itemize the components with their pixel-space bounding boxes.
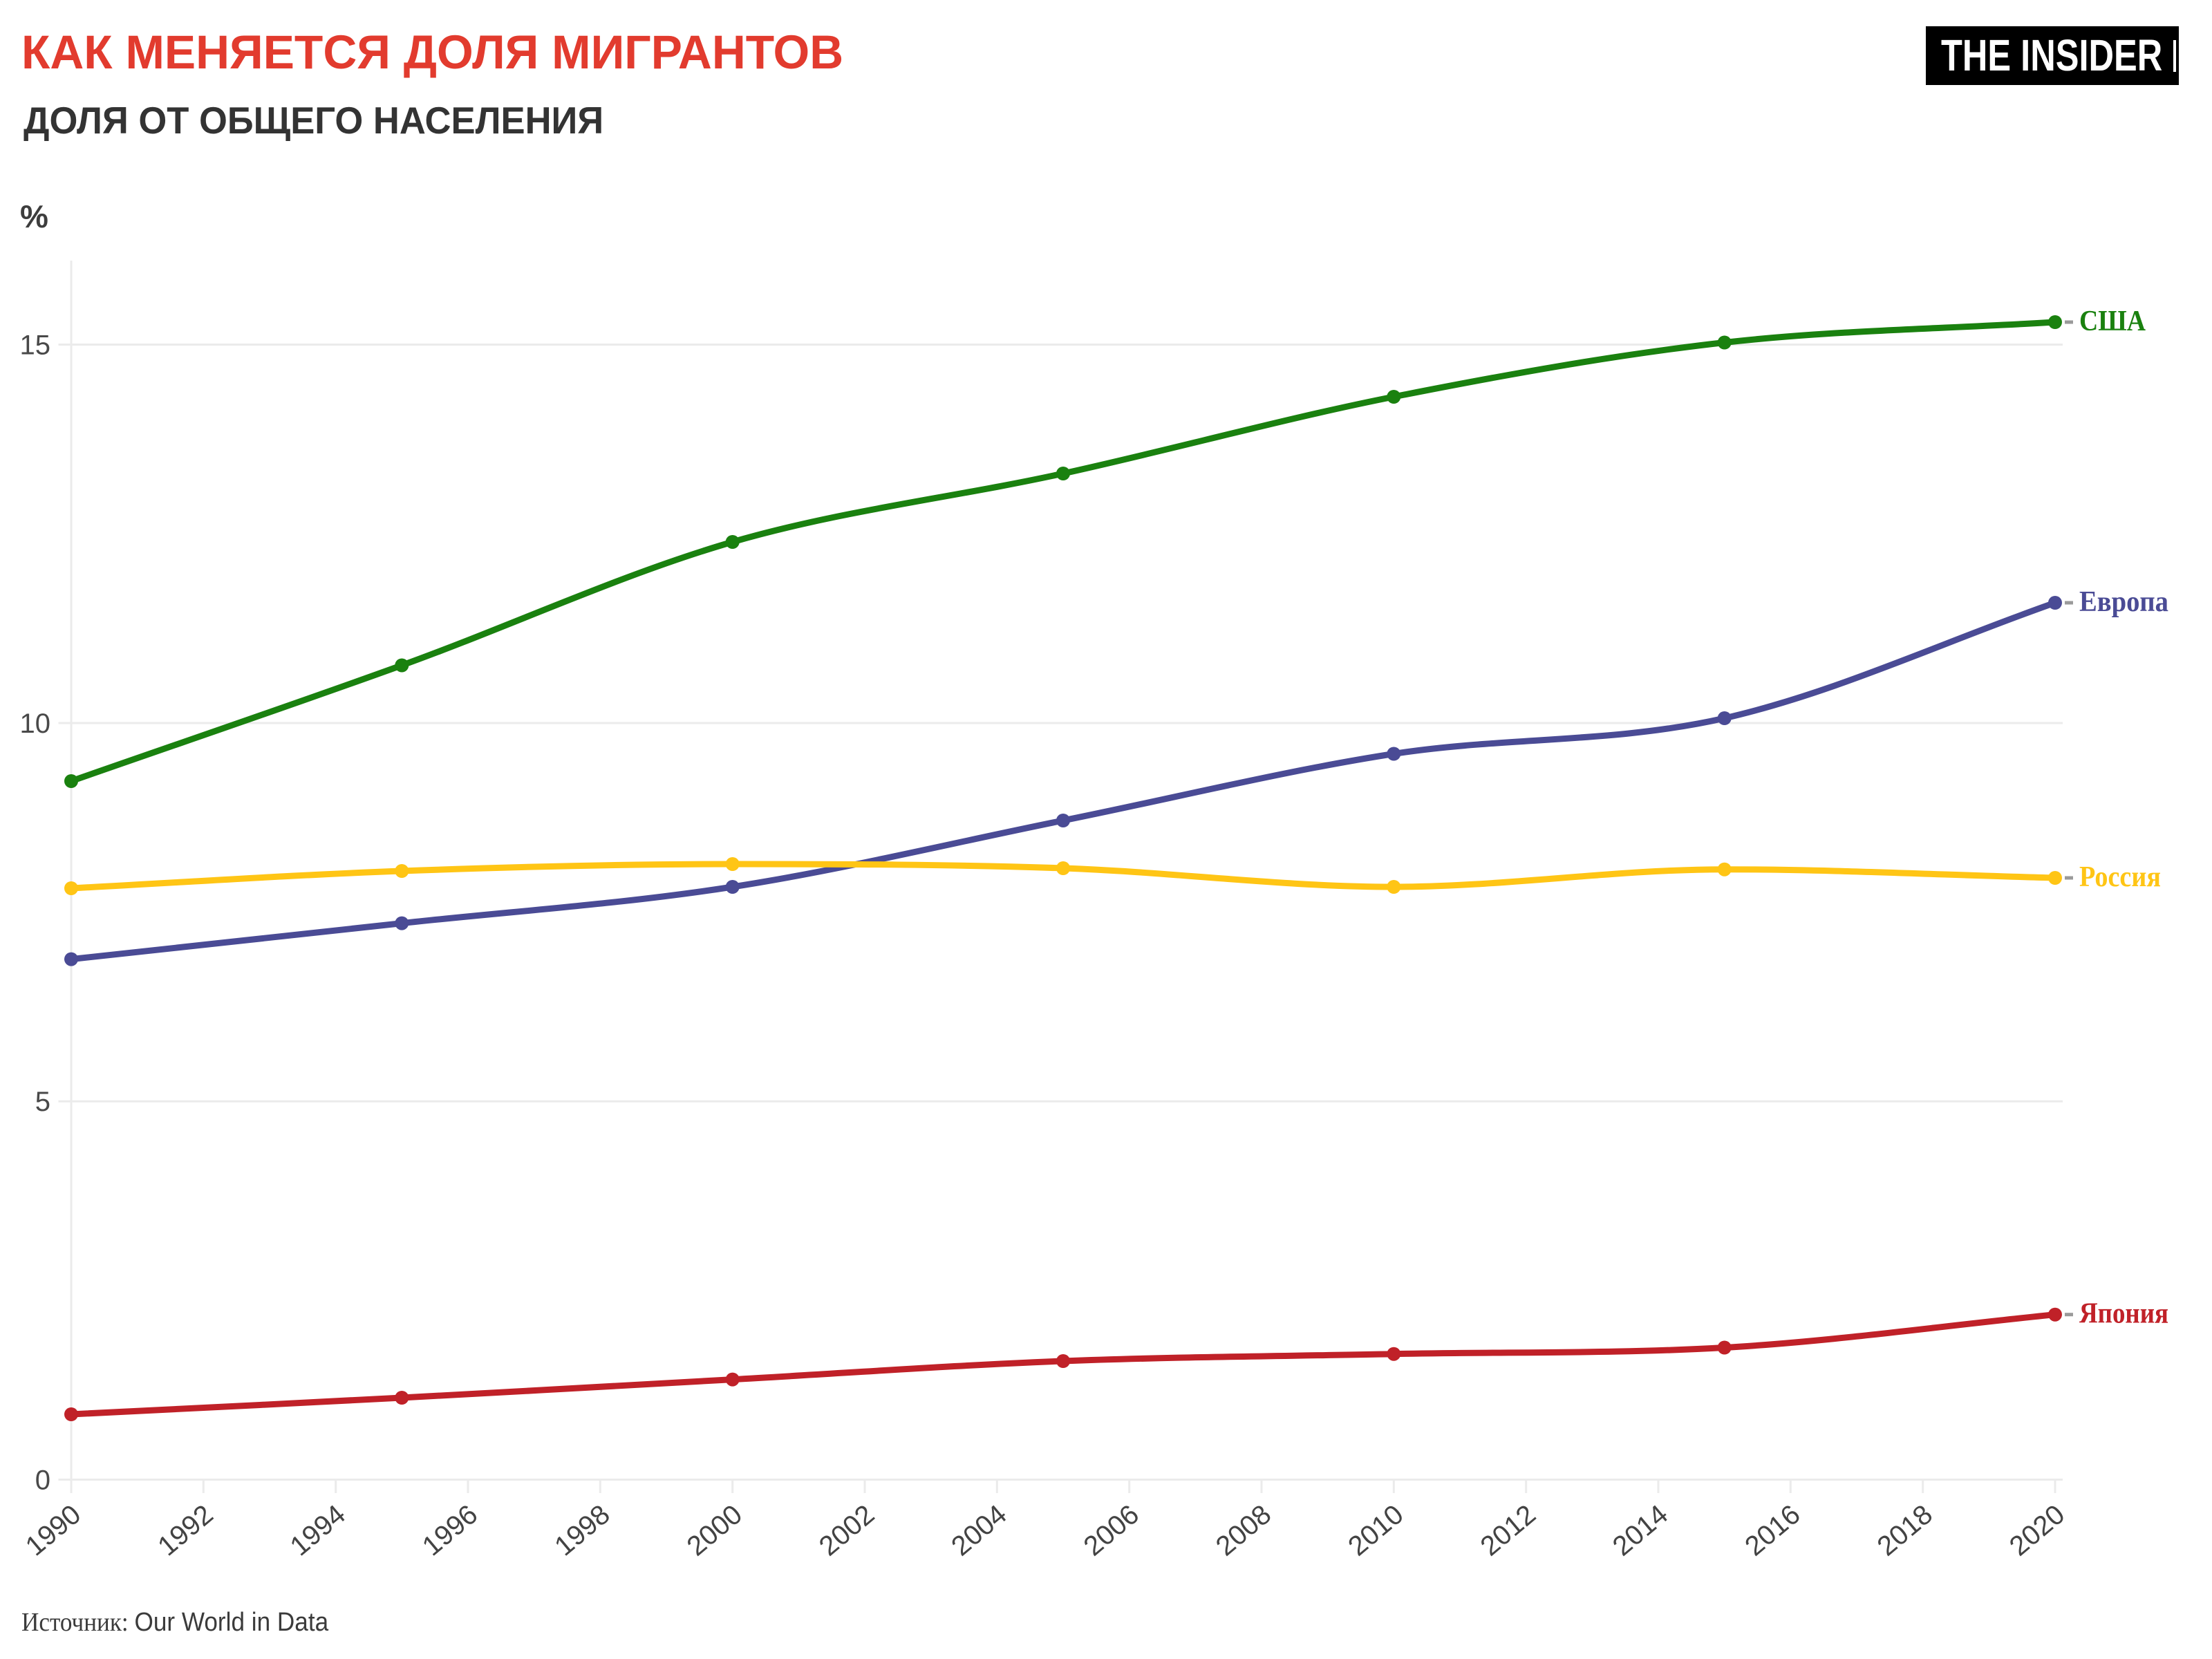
svg-text:2004: 2004 <box>946 1499 1012 1562</box>
svg-text:Япония: Япония <box>2079 1298 2168 1330</box>
svg-text:2006: 2006 <box>1078 1499 1145 1562</box>
svg-text:США: США <box>2079 306 2146 337</box>
svg-text:10: 10 <box>20 709 51 739</box>
svg-text:2008: 2008 <box>1210 1499 1277 1562</box>
svg-text:Европа: Европа <box>2079 586 2168 618</box>
svg-text:5: 5 <box>35 1087 50 1117</box>
svg-text:2000: 2000 <box>682 1499 748 1562</box>
svg-text:Россия: Россия <box>2079 861 2161 893</box>
svg-text:1994: 1994 <box>285 1499 351 1562</box>
svg-text:2018: 2018 <box>1872 1499 1938 1562</box>
svg-text:1996: 1996 <box>417 1499 483 1562</box>
svg-text:2012: 2012 <box>1475 1499 1541 1562</box>
svg-text:2020: 2020 <box>2004 1499 2070 1562</box>
svg-text:2014: 2014 <box>1607 1499 1674 1562</box>
svg-text:%: % <box>20 198 48 234</box>
svg-text:1990: 1990 <box>20 1499 86 1562</box>
svg-text:15: 15 <box>20 330 51 361</box>
svg-text:0: 0 <box>35 1465 50 1496</box>
svg-text:2002: 2002 <box>814 1499 880 1562</box>
svg-text:2010: 2010 <box>1342 1499 1409 1562</box>
svg-text:1998: 1998 <box>549 1499 615 1562</box>
svg-text:2016: 2016 <box>1739 1499 1806 1562</box>
svg-text:1992: 1992 <box>152 1499 218 1562</box>
